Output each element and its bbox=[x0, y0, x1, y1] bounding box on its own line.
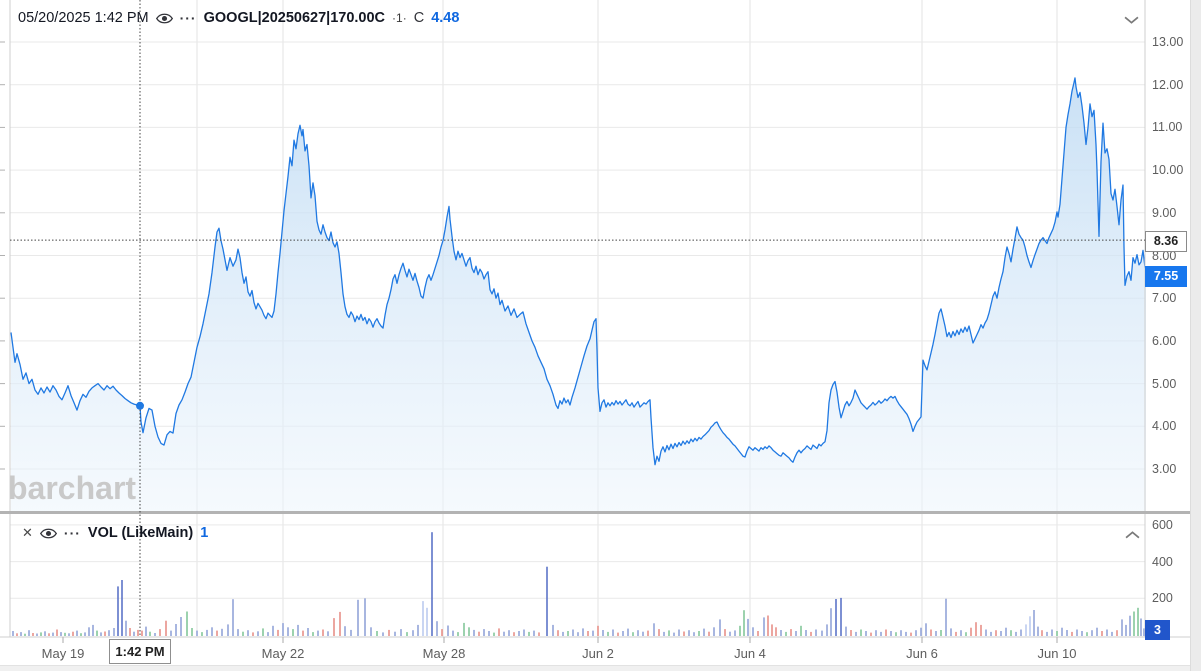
volume-axis-label: 200 bbox=[1152, 591, 1173, 605]
last-price-badge: 7.55 bbox=[1145, 266, 1187, 287]
volume-eye-icon[interactable] bbox=[39, 527, 57, 540]
price-axis-label: 4.00 bbox=[1152, 419, 1177, 433]
crosshair-time-label: 1:42 PM bbox=[109, 639, 171, 664]
visibility-eye-icon[interactable] bbox=[155, 12, 173, 25]
volume-axis-label: 600 bbox=[1152, 518, 1173, 532]
volume-axis-label: 400 bbox=[1152, 555, 1173, 569]
page-scrollbar-gutter bbox=[1190, 0, 1201, 671]
time-axis-label: Jun 2 bbox=[582, 646, 614, 661]
last-volume-badge: 3 bbox=[1145, 620, 1170, 640]
price-line bbox=[10, 77, 1147, 466]
crosshair-data-dot bbox=[136, 401, 144, 410]
volume-panel-legend[interactable]: ✕ ··· VOL (LikeMain) 1 bbox=[22, 523, 208, 543]
price-axis-label: 3.00 bbox=[1152, 462, 1177, 476]
price-axis-label: 10.00 bbox=[1152, 163, 1184, 177]
crosshair-price-label: 8.36 bbox=[1145, 231, 1187, 252]
price-axis-label: 8.00 bbox=[1152, 249, 1177, 263]
series-menu-icon[interactable]: ··· bbox=[179, 10, 197, 26]
time-axis-label: May 22 bbox=[261, 646, 305, 661]
price-area-fill bbox=[11, 77, 1146, 512]
time-axis-label: Jun 6 bbox=[906, 646, 938, 661]
volume-menu-icon[interactable]: ··· bbox=[63, 525, 81, 541]
remove-study-icon[interactable]: ✕ bbox=[22, 525, 33, 540]
price-axis-label: 6.00 bbox=[1152, 334, 1177, 348]
volume-bars bbox=[12, 532, 1145, 636]
time-axis-label: May 28 bbox=[422, 646, 466, 661]
price-axis-label: 11.00 bbox=[1152, 120, 1183, 134]
price-axis-label: 7.00 bbox=[1152, 291, 1177, 305]
price-axis-label: 5.00 bbox=[1152, 377, 1177, 391]
price-axis-label: 13.00 bbox=[1152, 35, 1184, 49]
bottom-edge-strip bbox=[0, 665, 1201, 671]
barchart-watermark: barchart bbox=[8, 470, 137, 506]
time-axis-label: May 19 bbox=[41, 646, 85, 661]
volume-study-label: VOL (LikeMain) bbox=[87, 525, 194, 541]
interval-marker: ·1· bbox=[392, 11, 407, 25]
close-prefix: C bbox=[413, 10, 425, 26]
close-value: 4.48 bbox=[431, 10, 460, 26]
price-panel-collapse-chevron-down-icon[interactable] bbox=[1124, 15, 1139, 25]
symbol-label: GOOGL|20250627|170.00C bbox=[203, 10, 386, 26]
price-axis-label: 12.00 bbox=[1152, 78, 1184, 92]
volume-study-value: 1 bbox=[200, 525, 209, 541]
time-axis-label: Jun 4 bbox=[734, 646, 766, 661]
time-axis-label: Jun 10 bbox=[1037, 646, 1077, 661]
price-axis-label: 9.00 bbox=[1152, 206, 1177, 220]
volume-panel-expand-chevron-up-icon[interactable] bbox=[1125, 530, 1140, 540]
price-panel-legend[interactable]: 05/20/2025 1:42 PM ··· GOOGL|20250627|17… bbox=[18, 7, 459, 29]
panel-separator[interactable] bbox=[0, 511, 1190, 514]
crosshair-datetime: 05/20/2025 1:42 PM bbox=[18, 10, 149, 26]
